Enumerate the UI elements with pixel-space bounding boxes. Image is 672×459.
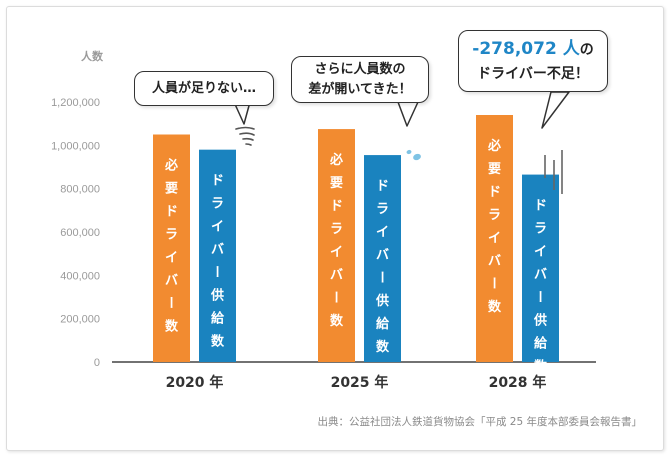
bar-series-label-char: ド	[330, 199, 343, 214]
shortage-suffix: の	[579, 42, 594, 58]
bar-series-label-char: イ	[165, 251, 178, 266]
bar-supply-0	[199, 149, 236, 362]
bar-series-label-char: 必	[164, 158, 178, 174]
bar-series-label-char: ラ	[376, 202, 389, 217]
bar-series-label-char: バ	[534, 268, 547, 283]
callout-text-2020: 人員が足りない…	[151, 81, 256, 96]
bar-series-label-char: 要	[165, 182, 178, 197]
bar-required-1	[318, 129, 355, 362]
shortage-message: ドライバー不足！	[477, 66, 589, 82]
callout-tail-3	[541, 91, 570, 129]
bar-series-label-char: 数	[488, 299, 502, 315]
callout-line-1: さらに人員数の	[314, 62, 406, 77]
bar-series-label-char: ー	[328, 291, 343, 304]
bar-series-label-char: イ	[534, 245, 547, 260]
bar-series-label-char: バ	[330, 268, 343, 283]
y-tick-label: 1,200,000	[51, 97, 100, 109]
bar-series-label-char: 要	[330, 176, 343, 191]
sweat-drops-icon	[406, 149, 421, 161]
bar-series-label-char: 給	[534, 336, 548, 352]
bar-series-label-char: ド	[534, 199, 547, 214]
y-axis: 0 200,000 400,000 600,000 800,000 1,000,000 1,…	[51, 97, 100, 369]
bar-series-label-char: 供	[533, 313, 547, 329]
shock-lines-icon	[544, 150, 563, 194]
bar-series-label-char: イ	[330, 245, 343, 260]
y-tick-label: 1,000,000	[51, 140, 100, 152]
callout-bubble-2020: 人員が足りない…	[134, 71, 274, 106]
bars: 必要ドライバー数ドライバー供給数必要ドライバー数ドライバー供給数必要ドライバー数…	[153, 115, 559, 375]
callout-line-2: 差が開いてきた！	[308, 82, 412, 97]
bar-series-label-char: バ	[211, 243, 224, 258]
bar-series-label-char: 必	[329, 152, 343, 168]
bar-series-label-char: 数	[165, 319, 179, 335]
x-tick-label: 2020 年	[166, 374, 224, 391]
bar-series-label-char: ラ	[165, 228, 178, 243]
bar-series-label-char: 供	[210, 288, 224, 304]
bar-series-label-char: 供	[375, 293, 389, 309]
bar-supply-2	[522, 174, 559, 362]
bar-series-label-char: ド	[211, 174, 224, 189]
bar-series-label-char: ラ	[330, 222, 343, 237]
bar-required-0	[153, 134, 190, 362]
y-tick-label: 200,000	[60, 314, 100, 326]
bar-supply-1	[364, 155, 401, 362]
bar-series-label-char: ー	[163, 296, 178, 309]
bar-series-label-char: イ	[376, 225, 389, 240]
bar-series-label-char: ー	[486, 276, 501, 289]
y-tick-label: 400,000	[60, 270, 100, 282]
bar-series-label-char: 数	[211, 334, 225, 350]
bar-series-label-char: ラ	[534, 222, 547, 237]
callout-tail-2	[397, 101, 419, 127]
bar-series-label-char: 要	[488, 162, 501, 177]
x-tick-label: 2028 年	[489, 374, 547, 391]
bar-series-label-char: バ	[488, 254, 501, 269]
y-tick-label: 800,000	[60, 184, 100, 196]
callout-bubble-2025: さらに人員数の 差が開いてきた！	[291, 56, 429, 103]
bar-series-label-char: ド	[488, 185, 501, 200]
bar-required-2	[476, 115, 513, 362]
shortage-value: -278,072 人	[472, 39, 580, 59]
bar-series-label-char: 数	[330, 313, 344, 329]
bar-series-label-char: 給	[376, 316, 390, 332]
y-axis-label: 人数	[81, 49, 104, 63]
bar-series-label-char: ー	[209, 265, 224, 278]
bar-series-label-char: イ	[488, 231, 501, 246]
bar-series-label-char: 数	[534, 359, 548, 375]
x-tick-label: 2025 年	[331, 374, 389, 391]
dizzy-icon	[235, 126, 255, 146]
bar-series-label-char: イ	[211, 220, 224, 235]
callout-bubble-2028: -278,072 人の ドライバー不足！	[458, 30, 608, 92]
bar-series-label-char: バ	[165, 274, 178, 289]
y-tick-label: 600,000	[60, 227, 100, 239]
x-axis-labels: 2020 年 2025 年 2028 年	[166, 374, 547, 391]
bar-series-label-char: 給	[211, 311, 225, 327]
bar-series-label-char: ー	[532, 290, 547, 303]
y-tick-label: 0	[94, 357, 100, 369]
bar-series-label-char: ー	[374, 271, 389, 284]
bar-series-label-char: ド	[165, 205, 178, 220]
bar-series-label-char: ラ	[488, 208, 501, 223]
bar-series-label-char: バ	[376, 248, 389, 263]
bar-series-label-char: 必	[487, 138, 501, 154]
bar-series-label-char: ド	[376, 179, 389, 194]
bar-series-label-char: ラ	[211, 197, 224, 212]
bar-series-label-char: 数	[376, 339, 390, 355]
source-note: 出典：公益社団法人鉄道貨物協会「平成 25 年度本部委員会報告書」	[317, 416, 642, 428]
